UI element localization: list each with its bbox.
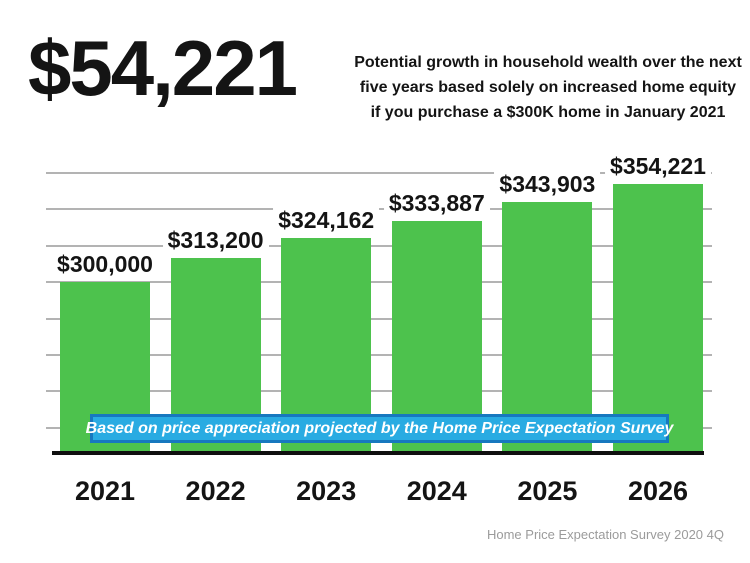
gridline: [46, 317, 712, 320]
subtitle-line-1: Potential growth in household wealth ove…: [354, 54, 742, 71]
gridline: [46, 172, 712, 175]
x-axis-label: 2026: [627, 476, 689, 506]
bar-value-label: $333,887: [383, 187, 490, 218]
subtitle: Potential growth in household wealth ove…: [348, 50, 748, 125]
x-axis-label: 2023: [296, 476, 357, 506]
bar-value-label: $300,000: [52, 249, 158, 280]
gridline: [46, 244, 712, 247]
gridline: [46, 281, 712, 284]
bar-2025: [502, 202, 593, 455]
x-axis-line: [52, 451, 704, 455]
annotation-banner: Based on price appreciation projected by…: [86, 414, 673, 443]
bar-value-label: $354,221: [605, 150, 711, 181]
subtitle-line-2: five years based solely on increased hom…: [359, 79, 737, 96]
x-axis-label: 2025: [517, 476, 578, 506]
bar-value-label: $343,903: [494, 169, 601, 200]
subtitle-line-3: if you purchase a $300K home in January …: [370, 104, 726, 121]
annotation-text: Based on price appreciation projected by…: [85, 419, 674, 437]
source-attribution: Home Price Expectation Survey 2020 4Q: [486, 527, 724, 542]
bar-value-label: $324,162: [273, 205, 380, 236]
gridline: [46, 390, 712, 393]
x-axis-label: 2021: [74, 476, 136, 506]
x-axis-label: 2024: [406, 476, 467, 506]
headline-amount: $54,221: [28, 24, 298, 112]
bar-2026: [613, 183, 703, 455]
x-axis-label: 2022: [185, 476, 246, 506]
gridline: [46, 353, 712, 356]
bar-value-label: $313,200: [162, 225, 269, 256]
